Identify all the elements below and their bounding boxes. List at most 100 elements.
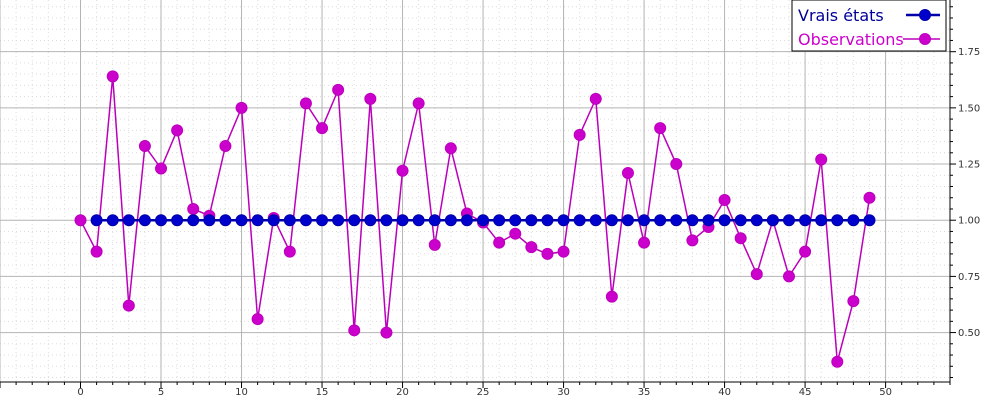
true-states-point	[138, 214, 151, 227]
y-tick-label: 0.50	[958, 328, 980, 339]
true-states-point	[605, 214, 618, 227]
observations-point	[718, 193, 731, 206]
true-states-point	[493, 214, 506, 227]
observations-point	[348, 324, 361, 337]
true-states-point	[396, 214, 409, 227]
true-states-point	[444, 214, 457, 227]
legend-label-observations: Observations	[798, 30, 904, 49]
true-states-point	[283, 214, 296, 227]
observations-point	[412, 97, 425, 110]
observations-point	[364, 92, 377, 105]
observations-point	[638, 236, 651, 249]
true-states-point	[380, 214, 393, 227]
observations-point	[670, 158, 683, 171]
true-states-point	[106, 214, 119, 227]
y-tick-label: 0.75	[958, 272, 980, 283]
observations-point	[90, 245, 103, 258]
legend: Vrais états Observations	[791, 0, 947, 52]
observations-point	[573, 128, 586, 141]
true-states-point	[412, 214, 425, 227]
observations-point	[621, 167, 634, 180]
true-states-point	[122, 214, 135, 227]
observations-point	[525, 241, 538, 254]
observations-point	[589, 92, 602, 105]
true-states-point	[815, 214, 828, 227]
observations-point	[847, 295, 860, 308]
true-states-point	[686, 214, 699, 227]
observations-point	[299, 97, 312, 110]
observations-point	[171, 124, 184, 137]
x-tick-label: 20	[396, 387, 409, 398]
observations-point	[863, 191, 876, 204]
true-states-point	[782, 214, 795, 227]
observations-point	[74, 214, 87, 227]
true-states-point	[799, 214, 812, 227]
observations-point	[428, 238, 441, 251]
x-tick-label: 40	[718, 387, 731, 398]
minor-grid	[0, 0, 951, 382]
observations-point	[782, 270, 795, 283]
true-states-point	[316, 214, 329, 227]
x-tick-label: 50	[879, 387, 892, 398]
x-tick-label: 25	[477, 387, 490, 398]
true-states-point	[90, 214, 103, 227]
observations-point	[396, 164, 409, 177]
observations-point	[493, 236, 506, 249]
true-states-point	[477, 214, 490, 227]
true-states-point	[203, 214, 216, 227]
true-states-point	[541, 214, 554, 227]
observations-point	[251, 313, 264, 326]
observations-point	[831, 355, 844, 368]
true-states-point	[219, 214, 232, 227]
true-states-point	[364, 214, 377, 227]
true-states-point	[750, 214, 763, 227]
true-states-point	[251, 214, 264, 227]
observations-point	[122, 299, 135, 312]
observations-point	[605, 290, 618, 303]
true-states-point	[235, 214, 248, 227]
true-states-point	[557, 214, 570, 227]
true-states-point	[766, 214, 779, 227]
true-states-point	[670, 214, 683, 227]
x-tick-label: 15	[316, 387, 329, 398]
observations-point	[138, 140, 151, 153]
observations-point	[444, 142, 457, 155]
true-states-point	[332, 214, 345, 227]
true-states-point	[863, 214, 876, 227]
observations-point	[332, 83, 345, 96]
true-states-point	[847, 214, 860, 227]
observations-point	[235, 101, 248, 114]
true-states-point	[638, 214, 651, 227]
legend-marker-true-states	[919, 9, 931, 21]
true-states-point	[831, 214, 844, 227]
true-states-point	[573, 214, 586, 227]
true-states-point	[460, 214, 473, 227]
true-states-point	[428, 214, 441, 227]
legend-marker-observations	[919, 33, 931, 45]
true-states-point	[509, 214, 522, 227]
observations-point	[557, 245, 570, 258]
observations-point	[654, 122, 667, 135]
observations-point	[316, 122, 329, 135]
observations-point	[815, 153, 828, 166]
observations-point	[541, 247, 554, 260]
observations-line	[79, 76, 871, 362]
axes: 0 5 10 15 20 25 30 35 40 45 50 0.50 0.75 1.00 1.25 1.50…	[0, 0, 980, 398]
true-states-point	[187, 214, 200, 227]
y-tick-label: 1.50	[958, 103, 980, 114]
x-tick-label: 45	[799, 387, 812, 398]
observations-point	[219, 140, 232, 153]
true-states-point	[155, 214, 168, 227]
true-states-point	[267, 214, 280, 227]
x-tick-label: 5	[158, 387, 164, 398]
x-tick-label: 30	[557, 387, 570, 398]
observations-point	[509, 227, 522, 240]
y-tick-label: 1.75	[958, 47, 980, 58]
observations-point	[734, 232, 747, 245]
y-tick-label: 1.00	[958, 216, 980, 227]
y-tick-label: 1.25	[958, 160, 980, 171]
x-tick-label: 10	[235, 387, 248, 398]
true-states-point	[621, 214, 634, 227]
true-states-point	[589, 214, 602, 227]
